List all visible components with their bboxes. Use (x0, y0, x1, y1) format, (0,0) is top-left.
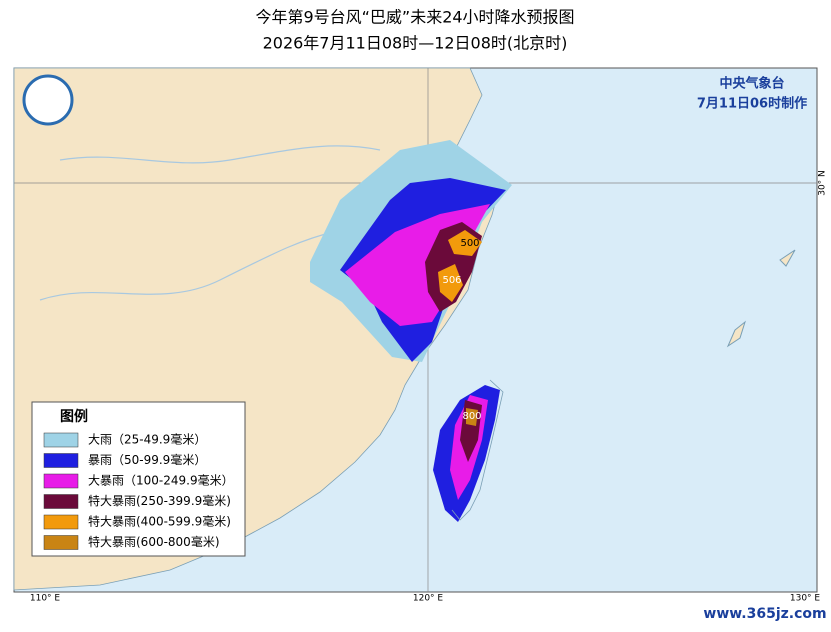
legend-title: 图例 (60, 408, 88, 425)
legend-swatch (43, 453, 79, 468)
legend-label: 特大暴雨(250-399.9毫米) (88, 493, 231, 508)
rivers (39, 145, 381, 301)
legend-label: 大雨（25-49.9毫米） (88, 432, 206, 447)
legend-swatch (43, 432, 79, 448)
legend-label: 大暴雨（100-249.9毫米） (88, 473, 234, 488)
legend-label: 特大暴雨(400-599.9毫米) (88, 514, 231, 529)
rain-extreme-2 (448, 230, 482, 256)
logo (22, 74, 74, 126)
issuer-time: 7月11日06时制作 (697, 96, 807, 112)
legend-swatch (43, 514, 79, 530)
lon-label: 130° E (790, 594, 821, 604)
taiwan-coast (451, 379, 504, 521)
legend-swatch (43, 473, 79, 489)
watermark: www.365jz.com (703, 606, 826, 622)
islands (726, 249, 796, 348)
lon-label: 120° E (413, 594, 444, 604)
issuer-name: 中央气象台 (719, 76, 784, 92)
lat-label: 30° N (818, 170, 828, 196)
rain-extreme-2 (438, 264, 463, 302)
max-label: 800 (462, 411, 481, 422)
title: 今年第9号台风“巴威”未来24小时降水预报图 (255, 8, 574, 27)
legend-label: 暴雨（50-99.9毫米） (88, 452, 206, 467)
subtitle: 2026年7月11日08时—12日08时(北京时) (263, 34, 568, 53)
taiwan-rain-extreme-3 (466, 408, 478, 426)
legend-swatch (43, 494, 79, 509)
legend: 图例 大雨（25-49.9毫米） 暴雨（50-99.9毫米） 大暴雨（100-249… (31, 401, 246, 557)
max-label: 500 (460, 238, 479, 249)
legend-label: 特大暴雨(600-800毫米) (88, 534, 220, 549)
legend-swatch (43, 535, 79, 550)
lon-label: 110° E (30, 594, 61, 604)
max-label: 506 (442, 275, 461, 286)
